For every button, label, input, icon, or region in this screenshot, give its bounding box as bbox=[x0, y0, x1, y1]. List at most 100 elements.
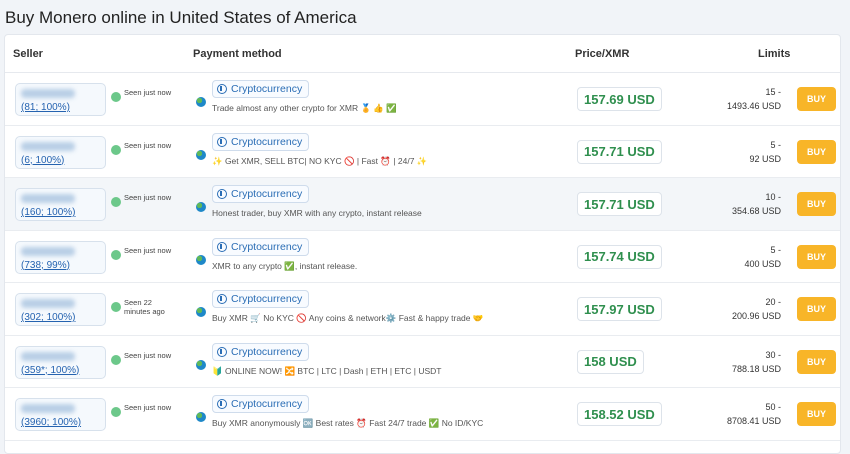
online-status-icon bbox=[111, 354, 121, 365]
offer-description: Buy XMR 🛒 No KYC 🚫 Any coins & network⚙️… bbox=[212, 313, 484, 323]
buy-button[interactable]: BUY bbox=[797, 87, 836, 111]
payment-method-label: Cryptocurrency bbox=[231, 240, 303, 253]
buy-button[interactable]: BUY bbox=[797, 349, 836, 374]
payment-method-badge[interactable]: Cryptocurrency bbox=[212, 132, 310, 151]
limit-max: 8708.41 USD bbox=[726, 416, 781, 426]
price-badge: 158 USD bbox=[577, 349, 644, 374]
offer-description: Honest trader, buy XMR with any crypto, … bbox=[212, 208, 422, 218]
price-badge: 157.71 USD bbox=[577, 192, 662, 216]
globe-icon bbox=[196, 359, 206, 370]
cryptocurrency-icon bbox=[217, 84, 227, 94]
seller-stats-link[interactable]: (81; 100%) bbox=[21, 102, 70, 113]
seller-card[interactable]: (81; 100%) bbox=[15, 83, 106, 116]
seller-stats-link[interactable]: (359*; 100%) bbox=[21, 364, 80, 376]
table-header: Seller Payment method Price/XMR Limits bbox=[5, 35, 840, 73]
seller-name-blurred[interactable] bbox=[21, 141, 75, 151]
limit-min: 20 - bbox=[765, 297, 781, 307]
last-seen-text: Seen just now bbox=[124, 193, 172, 202]
limit-max: 400 USD bbox=[744, 258, 781, 269]
seller-stats-link[interactable]: (302; 100%) bbox=[21, 312, 76, 323]
offers-table: Seller Payment method Price/XMR Limits (… bbox=[4, 34, 841, 454]
online-status-icon bbox=[111, 197, 121, 207]
payment-method-label: Cryptocurrency bbox=[231, 83, 303, 95]
cryptocurrency-icon bbox=[217, 399, 227, 409]
payment-method-badge[interactable]: Cryptocurrency bbox=[212, 290, 310, 308]
payment-method-badge[interactable]: Cryptocurrency bbox=[212, 80, 310, 98]
globe-icon bbox=[196, 254, 206, 265]
price-badge: 157.69 USD bbox=[577, 87, 662, 111]
seller-card[interactable]: (359*; 100%) bbox=[15, 345, 106, 379]
payment-method-label: Cryptocurrency bbox=[231, 188, 303, 200]
buy-button[interactable]: BUY bbox=[797, 244, 836, 269]
buy-button[interactable]: BUY bbox=[797, 402, 836, 426]
table-body: (81; 100%) Seen just now Cryptocurrency … bbox=[5, 73, 840, 441]
trade-limits: 20 - 200.96 USD bbox=[701, 295, 781, 323]
trade-limits: 30 - 788.18 USD bbox=[701, 348, 781, 376]
limit-min: 30 - bbox=[765, 349, 781, 360]
last-seen-text: Seen 22 minutes ago bbox=[124, 298, 165, 316]
limit-min: 15 - bbox=[765, 87, 781, 97]
trade-limits: 50 - 8708.41 USD bbox=[701, 400, 781, 428]
seller-stats-link[interactable]: (3960; 100%) bbox=[21, 417, 82, 428]
globe-icon bbox=[196, 202, 206, 212]
seller-card[interactable]: (3960; 100%) bbox=[15, 398, 106, 431]
cryptocurrency-icon bbox=[217, 346, 227, 357]
payment-method-badge[interactable]: Cryptocurrency bbox=[212, 185, 310, 203]
table-row: (302; 100%) Seen 22 minutes ago Cryptocu… bbox=[5, 283, 840, 336]
payment-method-badge[interactable]: Cryptocurrency bbox=[212, 395, 310, 413]
online-status-icon bbox=[111, 144, 121, 155]
online-status-icon bbox=[111, 92, 121, 102]
seller-card[interactable]: (6; 100%) bbox=[15, 135, 106, 169]
seller-name-blurred[interactable] bbox=[21, 89, 75, 98]
seller-name-blurred[interactable] bbox=[21, 194, 75, 203]
trade-limits: 5 - 92 USD bbox=[701, 138, 781, 166]
table-row: (6; 100%) Seen just now Cryptocurrency ✨… bbox=[5, 125, 840, 178]
seller-card[interactable]: (302; 100%) bbox=[15, 293, 106, 326]
table-row: (81; 100%) Seen just now Cryptocurrency … bbox=[5, 73, 840, 126]
globe-icon bbox=[196, 412, 206, 422]
payment-method-label: Cryptocurrency bbox=[231, 135, 303, 148]
limit-min: 5 - bbox=[770, 244, 781, 255]
buy-button[interactable]: BUY bbox=[797, 139, 836, 164]
online-status-icon bbox=[111, 407, 121, 417]
trade-limits: 15 - 1493.46 USD bbox=[701, 85, 781, 113]
globe-icon bbox=[196, 97, 206, 107]
online-status-icon bbox=[111, 302, 121, 312]
limit-max: 1493.46 USD bbox=[726, 101, 781, 111]
trade-limits: 10 - 354.68 USD bbox=[701, 190, 781, 218]
last-seen-text: Seen just now bbox=[124, 140, 172, 150]
seller-name-blurred[interactable] bbox=[21, 299, 75, 308]
seller-name-blurred[interactable] bbox=[21, 351, 75, 361]
offer-description: XMR to any crypto ✅, instant release. bbox=[212, 260, 358, 271]
seller-name-blurred[interactable] bbox=[21, 246, 75, 256]
limit-min: 50 - bbox=[765, 402, 781, 412]
last-seen-text: Seen just now bbox=[124, 350, 172, 360]
header-price: Price/XMR bbox=[575, 48, 630, 60]
last-seen-text: Seen just now bbox=[124, 403, 172, 412]
cryptocurrency-icon bbox=[217, 136, 227, 147]
last-seen-text: Seen just now bbox=[124, 245, 172, 255]
seller-stats-link[interactable]: (160; 100%) bbox=[21, 207, 76, 218]
limit-min: 5 - bbox=[770, 139, 781, 150]
payment-method-label: Cryptocurrency bbox=[231, 398, 303, 410]
seller-card[interactable]: (160; 100%) bbox=[15, 188, 106, 221]
price-badge: 157.97 USD bbox=[577, 297, 662, 321]
table-row: (359*; 100%) Seen just now Cryptocurrenc… bbox=[5, 335, 840, 388]
table-row: (160; 100%) Seen just now Cryptocurrency… bbox=[5, 178, 840, 231]
payment-method-badge[interactable]: Cryptocurrency bbox=[212, 237, 310, 256]
trade-limits: 5 - 400 USD bbox=[701, 243, 781, 271]
buy-button[interactable]: BUY bbox=[797, 192, 836, 216]
payment-method-label: Cryptocurrency bbox=[231, 345, 303, 358]
seller-name-blurred[interactable] bbox=[21, 404, 75, 413]
seller-card[interactable]: (738; 99%) bbox=[15, 240, 106, 274]
online-status-icon bbox=[111, 249, 121, 260]
buy-button[interactable]: BUY bbox=[797, 297, 836, 321]
cryptocurrency-icon bbox=[217, 189, 227, 199]
seller-stats-link[interactable]: (6; 100%) bbox=[21, 154, 65, 166]
limit-max: 200.96 USD bbox=[731, 311, 781, 321]
offer-description: Buy XMR anonymously 🆗 Best rates ⏰ Fast … bbox=[212, 418, 484, 428]
offer-description: 🔰 ONLINE NOW! 🔀 BTC | LTC | Dash | ETH |… bbox=[212, 365, 442, 376]
payment-method-badge[interactable]: Cryptocurrency bbox=[212, 342, 310, 361]
seller-stats-link[interactable]: (738; 99%) bbox=[21, 259, 70, 271]
limit-max: 92 USD bbox=[749, 153, 781, 164]
